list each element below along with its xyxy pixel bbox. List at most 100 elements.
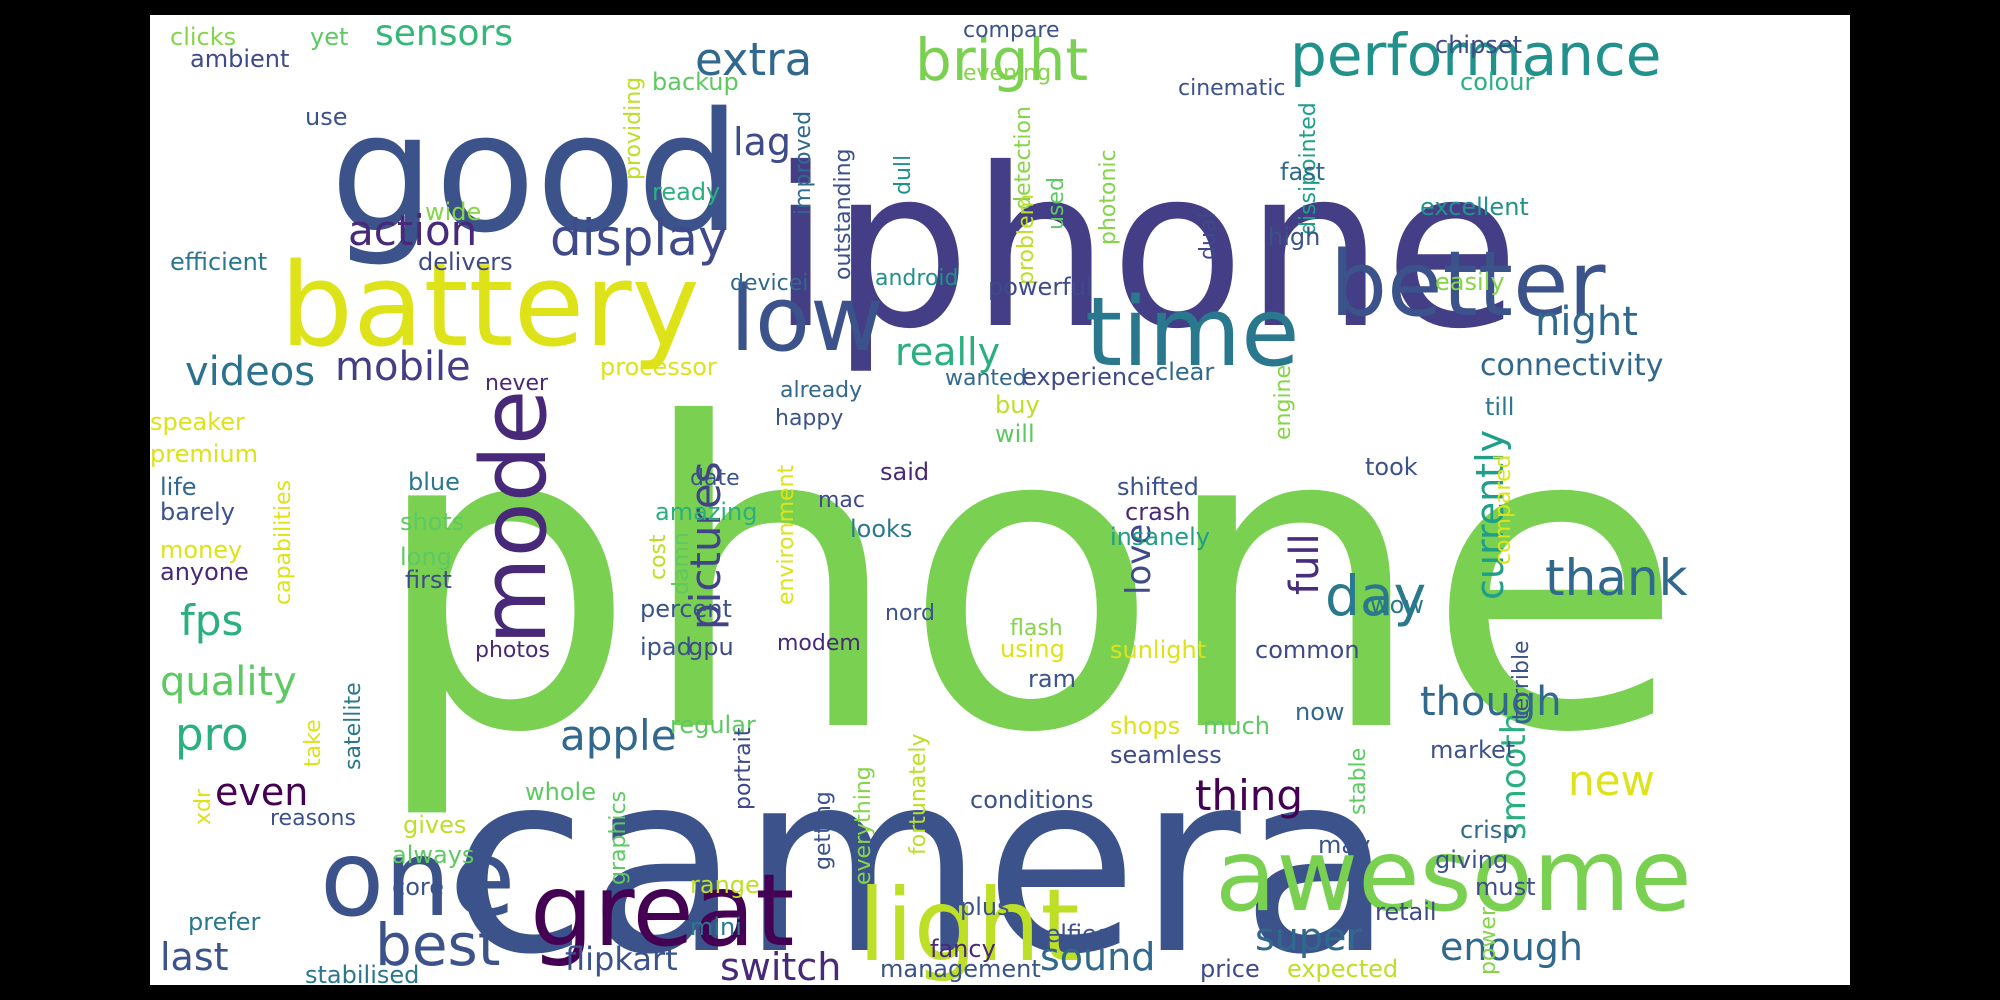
word-light: light	[858, 867, 1080, 984]
word-time: time	[1085, 278, 1300, 388]
word-crisp: crisp	[1460, 816, 1517, 844]
word-mode: mode	[462, 390, 567, 645]
word-sound: sound	[1040, 935, 1155, 979]
word-fps: fps	[180, 596, 243, 645]
word-using: using	[1000, 635, 1065, 663]
word-speaker: speaker	[150, 408, 245, 436]
word-easily: easily	[1435, 268, 1505, 296]
word-experience: experience	[1022, 363, 1155, 391]
word-happy: happy	[775, 406, 843, 431]
word-powerful: powerful	[988, 273, 1093, 301]
word-display: display	[550, 209, 728, 267]
word-detection: detection	[1011, 106, 1036, 210]
word-camera: camera	[450, 718, 1394, 985]
word-super: super	[1255, 915, 1362, 959]
word-compare: compare	[963, 18, 1060, 43]
word-ambient: ambient	[190, 45, 289, 73]
word-capabilities: capabilities	[271, 480, 296, 605]
word-much: much	[1203, 712, 1270, 740]
word-fortunately: fortunately	[906, 733, 931, 855]
word-percent: percent	[640, 595, 732, 623]
word-problem: problem	[1014, 194, 1039, 285]
word-even: even	[215, 770, 308, 814]
word-thing: thing	[1195, 771, 1303, 820]
word-connectivity: connectivity	[1480, 348, 1664, 383]
word-engine: engine	[1271, 365, 1296, 440]
word-management: management	[880, 955, 1041, 983]
word-full: full	[1282, 533, 1328, 595]
word-buy: buy	[995, 391, 1040, 419]
word-quality: quality	[160, 659, 297, 705]
word-lag: lag	[733, 120, 791, 164]
word-bright: bright	[915, 26, 1088, 94]
word-smooth: smooth	[1494, 713, 1534, 840]
word-take: take	[301, 719, 326, 767]
word-thank: thank	[1545, 549, 1688, 607]
word-enough: enough	[1440, 925, 1583, 969]
word-money: money	[160, 536, 242, 564]
word-sensors: sensors	[375, 15, 513, 54]
word-seamless: seamless	[1110, 741, 1222, 769]
word-action: action	[348, 206, 477, 255]
word-photos: photos	[475, 638, 550, 663]
word-till: till	[1485, 393, 1514, 421]
word-low: low	[730, 267, 884, 372]
word-satellite: satellite	[341, 682, 366, 770]
word-backup: backup	[652, 68, 739, 96]
word-use: use	[305, 103, 347, 131]
word-power: power	[1476, 906, 1501, 975]
word-blue: blue	[408, 468, 460, 496]
word-barely: barely	[160, 498, 235, 526]
word-currently: currently	[1468, 430, 1512, 600]
word-great: great	[530, 852, 794, 969]
word-selfies: selfies	[1033, 920, 1109, 948]
word-sunlight: sunlight	[1110, 636, 1206, 664]
word-amazing: amazing	[655, 498, 758, 526]
word-reasons: reasons	[270, 806, 356, 831]
word-shops: shops	[1110, 712, 1180, 740]
word-range: range	[690, 871, 760, 899]
word-good: good	[330, 77, 741, 269]
word-ram: ram	[1028, 665, 1076, 693]
word-wanted: wanted	[945, 366, 1027, 391]
word-iphone: iphone	[770, 121, 1520, 377]
word-premium: premium	[150, 440, 258, 468]
word-used: used	[1044, 177, 1069, 230]
word-though: though	[1420, 679, 1562, 725]
word-cloud-panel: phone camera iphone good battery great awesome…	[150, 15, 1850, 985]
word-battery: battery	[280, 239, 700, 373]
word-mobile: mobile	[335, 344, 471, 390]
word-wow: wow	[1370, 591, 1424, 619]
word-clear: clear	[1155, 358, 1214, 386]
word-yet: yet	[310, 23, 348, 51]
word-clicks: clicks	[170, 23, 236, 51]
word-first: first	[405, 566, 452, 594]
word-never: never	[485, 371, 549, 396]
word-date: date	[690, 466, 740, 491]
word-regular: regular	[670, 711, 756, 739]
word-looks: looks	[850, 515, 912, 543]
word-ipad: ipad	[640, 633, 692, 661]
word-photonic: photonic	[1096, 149, 1121, 245]
word-new: new	[1568, 756, 1655, 805]
word-getting: getting	[811, 791, 836, 870]
word-chipset: chipset	[1435, 31, 1522, 59]
word-plus: plus	[960, 893, 1010, 921]
word-love: love	[1119, 524, 1159, 595]
word-efficient: efficient	[170, 248, 267, 276]
word-shifted: shifted	[1117, 473, 1199, 501]
word-devicei: devicei	[730, 271, 808, 296]
word-said: said	[880, 458, 929, 486]
word-life: life	[160, 473, 197, 501]
word-long: long	[400, 543, 452, 571]
word-modem: modem	[777, 631, 861, 656]
word-damn: damn	[669, 532, 694, 595]
word-shots: shots	[400, 508, 464, 536]
word-performance: performance	[1290, 21, 1661, 89]
word-excellent: excellent	[1420, 193, 1529, 221]
word-outstanding: outstanding	[831, 148, 856, 280]
word-whole: whole	[525, 778, 596, 806]
word-mac: mac	[818, 488, 865, 513]
word-really: really	[895, 330, 1000, 374]
